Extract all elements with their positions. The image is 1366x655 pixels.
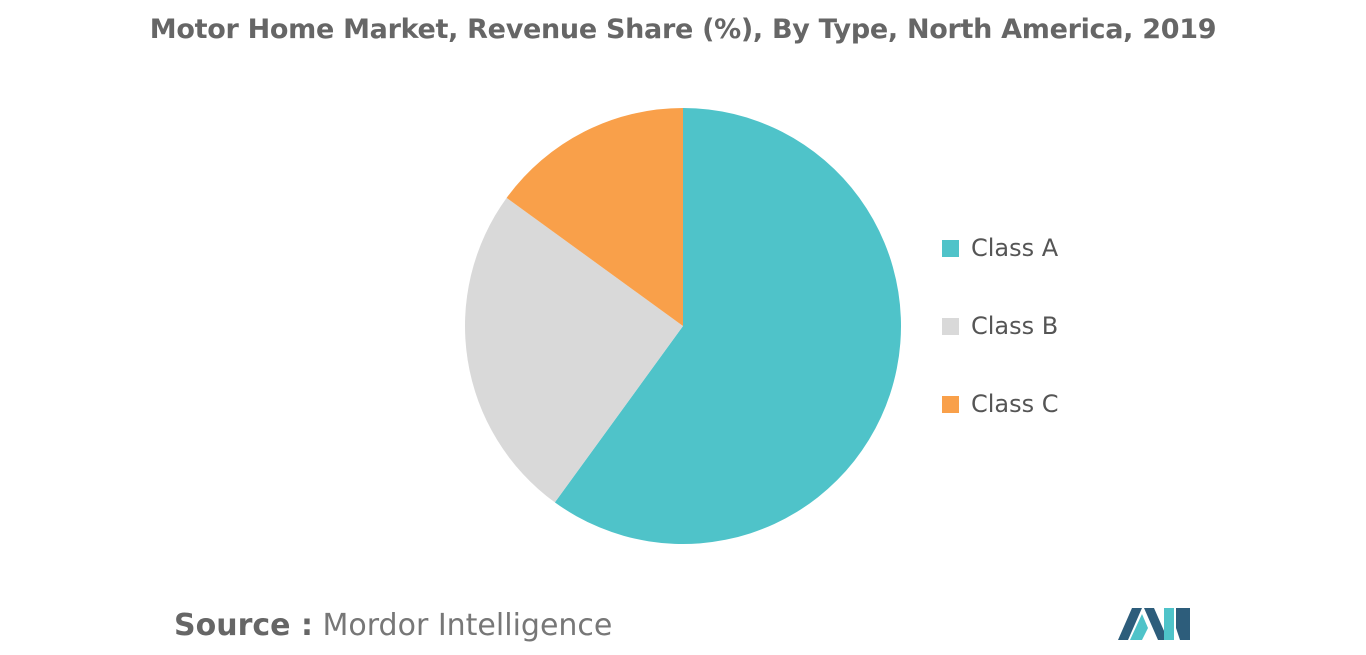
legend-swatch xyxy=(942,395,959,413)
chart-title: Motor Home Market, Revenue Share (%), By… xyxy=(149,14,1217,45)
source-label: Source : xyxy=(174,608,313,643)
legend-swatch xyxy=(942,317,959,335)
legend-label: Class B xyxy=(971,312,1059,340)
source-value: Mordor Intelligence xyxy=(322,608,613,643)
legend-swatch xyxy=(942,239,959,257)
legend-item-class-b: Class B xyxy=(942,308,1059,344)
mordor-intelligence-logo-icon xyxy=(1118,608,1190,640)
legend: Class A Class B Class C xyxy=(942,230,1059,464)
source-line: Source : Mordor Intelligence xyxy=(174,608,612,643)
pie-slice-class-a xyxy=(554,108,902,545)
legend-label: Class A xyxy=(971,234,1059,262)
legend-label: Class C xyxy=(971,390,1059,418)
legend-item-class-a: Class A xyxy=(942,230,1059,266)
pie-slice-class-b xyxy=(464,197,683,503)
pie-slices xyxy=(464,108,902,545)
legend-item-class-c: Class C xyxy=(942,386,1059,422)
pie-slice-class-c xyxy=(506,108,683,326)
